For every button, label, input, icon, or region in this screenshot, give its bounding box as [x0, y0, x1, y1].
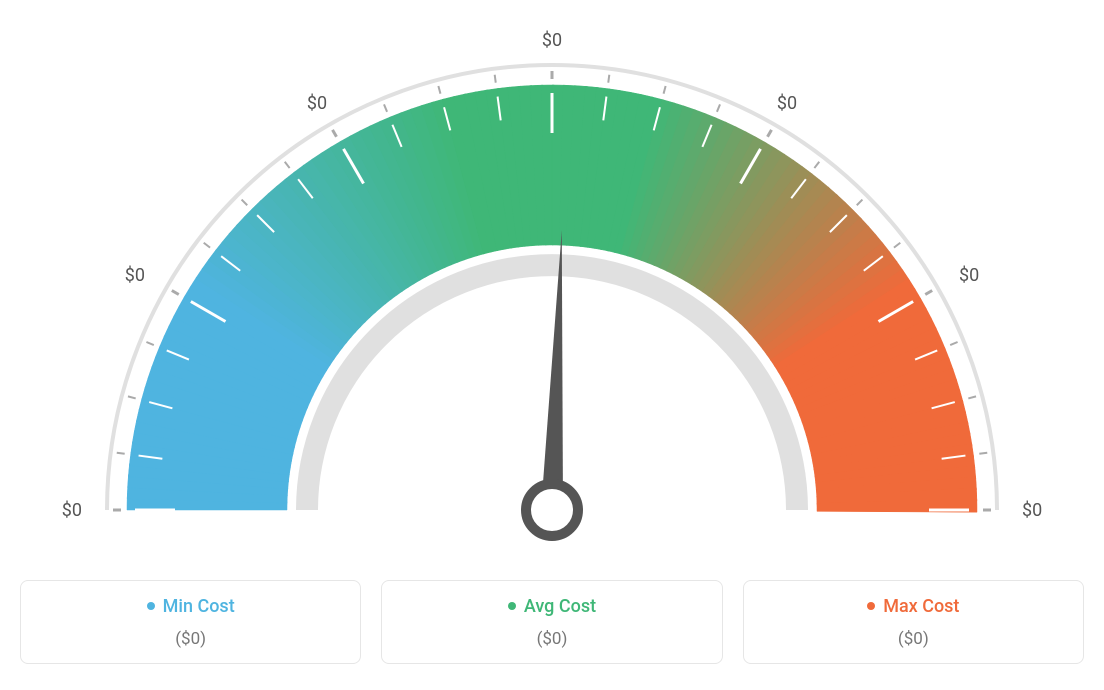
- tick-major: [333, 130, 337, 137]
- legend-box-avg: Avg Cost ($0): [381, 580, 722, 664]
- tick-label: $0: [62, 500, 82, 521]
- tick-minor: [857, 200, 863, 206]
- tick-minor: [950, 342, 957, 345]
- legend-label-text: Avg Cost: [524, 596, 596, 617]
- legend-box-min: Min Cost ($0): [20, 580, 361, 664]
- tick-minor: [979, 453, 987, 454]
- legend-dot-icon: [508, 602, 516, 610]
- tick-label: $0: [959, 265, 979, 286]
- tick-minor: [242, 200, 248, 206]
- tick-minor: [285, 162, 290, 168]
- legend-value: ($0): [31, 629, 350, 649]
- legend-dot-icon: [147, 602, 155, 610]
- tick-label: $0: [1022, 500, 1042, 521]
- legend-box-max: Max Cost ($0): [743, 580, 1084, 664]
- tick-minor: [438, 86, 440, 94]
- tick-label: $0: [307, 93, 327, 114]
- tick-minor: [384, 104, 387, 111]
- legend-row: Min Cost ($0) Avg Cost ($0) Max Cost ($0): [20, 580, 1084, 664]
- tick-minor: [894, 243, 900, 248]
- cost-gauge-chart: $0$0$0$0$0$0$0 Min Cost($0)Avg Cost($0)M…: [20, 20, 1084, 664]
- tick-minor: [608, 75, 609, 83]
- legend-dot-icon: [867, 602, 875, 610]
- legend-value: ($0): [754, 629, 1073, 649]
- tick-minor: [204, 243, 210, 248]
- legend-label: Min Cost: [147, 596, 235, 617]
- tick-minor: [117, 453, 125, 454]
- legend-label-text: Max Cost: [883, 596, 959, 617]
- tick-minor: [968, 396, 976, 398]
- gauge-svg: $0 $0 $0 $0 $0 $0 $0: [20, 20, 1084, 570]
- tick-label: $0: [125, 265, 145, 286]
- tick-minor: [664, 86, 666, 94]
- tick-label: $0: [542, 30, 562, 51]
- legend-value: ($0): [392, 629, 711, 649]
- tick-major: [925, 291, 932, 295]
- tick-minor: [814, 162, 819, 168]
- tick-major: [172, 291, 179, 295]
- tick-minor: [146, 342, 153, 345]
- needle-hub: [526, 484, 578, 536]
- tick-minor: [128, 396, 136, 398]
- tick-major: [768, 130, 772, 137]
- legend-label-text: Min Cost: [163, 596, 235, 617]
- legend-label: Max Cost: [867, 596, 959, 617]
- tick-label: $0: [777, 93, 797, 114]
- legend-label: Avg Cost: [508, 596, 596, 617]
- tick-minor: [495, 75, 496, 83]
- tick-minor: [717, 104, 720, 111]
